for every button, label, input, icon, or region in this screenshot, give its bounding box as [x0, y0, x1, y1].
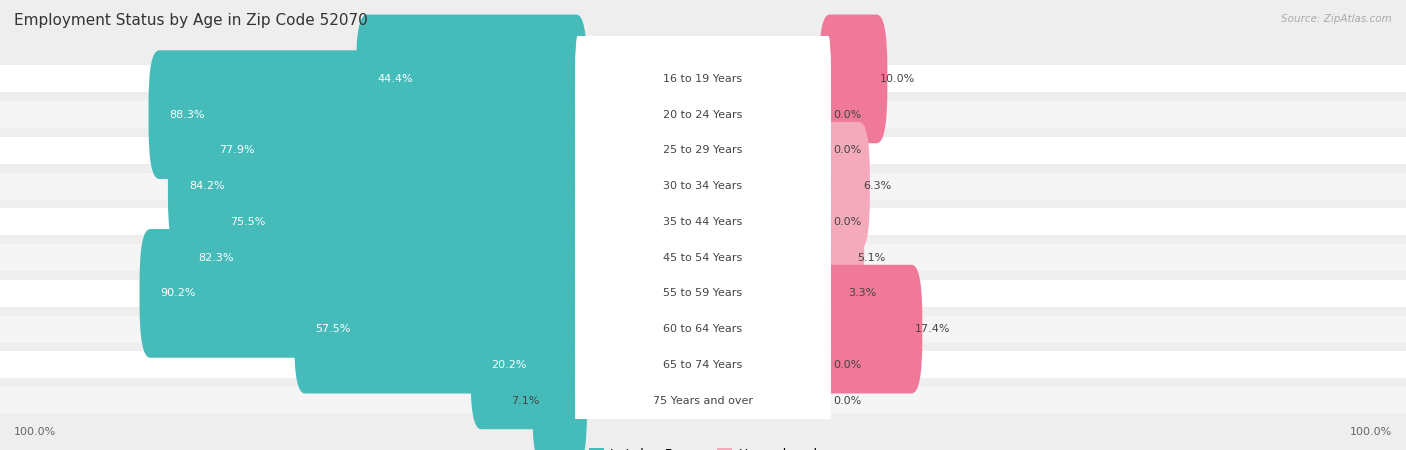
Text: 20 to 24 Years: 20 to 24 Years	[664, 110, 742, 120]
Legend: In Labor Force, Unemployed: In Labor Force, Unemployed	[583, 443, 823, 450]
Text: 84.2%: 84.2%	[188, 181, 225, 191]
FancyBboxPatch shape	[167, 122, 588, 251]
FancyBboxPatch shape	[575, 60, 831, 169]
Text: 0.0%: 0.0%	[832, 110, 862, 120]
FancyBboxPatch shape	[139, 229, 588, 358]
FancyBboxPatch shape	[0, 101, 1406, 128]
FancyBboxPatch shape	[575, 167, 831, 276]
Text: 10.0%: 10.0%	[880, 74, 915, 84]
Text: 5.1%: 5.1%	[858, 252, 886, 263]
FancyBboxPatch shape	[575, 131, 831, 241]
Text: 7.1%: 7.1%	[510, 396, 540, 405]
Text: 75 Years and over: 75 Years and over	[652, 396, 754, 405]
FancyBboxPatch shape	[533, 336, 588, 450]
Text: 30 to 34 Years: 30 to 34 Years	[664, 181, 742, 191]
Text: 6.3%: 6.3%	[863, 181, 891, 191]
FancyBboxPatch shape	[0, 244, 1406, 271]
FancyBboxPatch shape	[0, 315, 1406, 343]
Text: 0.0%: 0.0%	[832, 360, 862, 370]
Text: 35 to 44 Years: 35 to 44 Years	[664, 217, 742, 227]
Text: 60 to 64 Years: 60 to 64 Years	[664, 324, 742, 334]
FancyBboxPatch shape	[575, 239, 831, 348]
Text: 75.5%: 75.5%	[231, 217, 266, 227]
Text: 0.0%: 0.0%	[832, 145, 862, 155]
FancyBboxPatch shape	[209, 158, 588, 286]
FancyBboxPatch shape	[356, 14, 588, 143]
Text: 100.0%: 100.0%	[14, 427, 56, 437]
FancyBboxPatch shape	[575, 96, 831, 205]
FancyBboxPatch shape	[818, 14, 887, 143]
FancyBboxPatch shape	[575, 274, 831, 384]
Text: 16 to 19 Years: 16 to 19 Years	[664, 74, 742, 84]
Text: 88.3%: 88.3%	[170, 110, 205, 120]
Text: Source: ZipAtlas.com: Source: ZipAtlas.com	[1281, 14, 1392, 23]
Text: 17.4%: 17.4%	[915, 324, 950, 334]
Text: 3.3%: 3.3%	[849, 288, 877, 298]
FancyBboxPatch shape	[818, 122, 870, 251]
FancyBboxPatch shape	[198, 86, 588, 215]
Text: 0.0%: 0.0%	[832, 217, 862, 227]
Text: Employment Status by Age in Zip Code 52070: Employment Status by Age in Zip Code 520…	[14, 14, 368, 28]
Text: 90.2%: 90.2%	[160, 288, 195, 298]
FancyBboxPatch shape	[0, 280, 1406, 307]
Text: 55 to 59 Years: 55 to 59 Years	[664, 288, 742, 298]
Text: 100.0%: 100.0%	[1350, 427, 1392, 437]
FancyBboxPatch shape	[575, 346, 831, 450]
FancyBboxPatch shape	[0, 387, 1406, 414]
FancyBboxPatch shape	[575, 310, 831, 419]
Text: 82.3%: 82.3%	[198, 252, 233, 263]
Text: 45 to 54 Years: 45 to 54 Years	[664, 252, 742, 263]
Text: 77.9%: 77.9%	[219, 145, 254, 155]
Text: 20.2%: 20.2%	[492, 360, 527, 370]
Text: 25 to 29 Years: 25 to 29 Years	[664, 145, 742, 155]
FancyBboxPatch shape	[471, 301, 588, 429]
Text: 65 to 74 Years: 65 to 74 Years	[664, 360, 742, 370]
FancyBboxPatch shape	[0, 65, 1406, 93]
FancyBboxPatch shape	[0, 172, 1406, 200]
FancyBboxPatch shape	[0, 208, 1406, 235]
FancyBboxPatch shape	[575, 203, 831, 312]
FancyBboxPatch shape	[0, 137, 1406, 164]
FancyBboxPatch shape	[818, 229, 856, 358]
FancyBboxPatch shape	[818, 265, 922, 393]
FancyBboxPatch shape	[0, 351, 1406, 378]
FancyBboxPatch shape	[575, 24, 831, 133]
Text: 0.0%: 0.0%	[832, 396, 862, 405]
FancyBboxPatch shape	[149, 50, 588, 179]
FancyBboxPatch shape	[818, 194, 865, 322]
Text: 44.4%: 44.4%	[377, 74, 413, 84]
FancyBboxPatch shape	[177, 194, 588, 322]
Text: 57.5%: 57.5%	[315, 324, 350, 334]
FancyBboxPatch shape	[294, 265, 588, 393]
